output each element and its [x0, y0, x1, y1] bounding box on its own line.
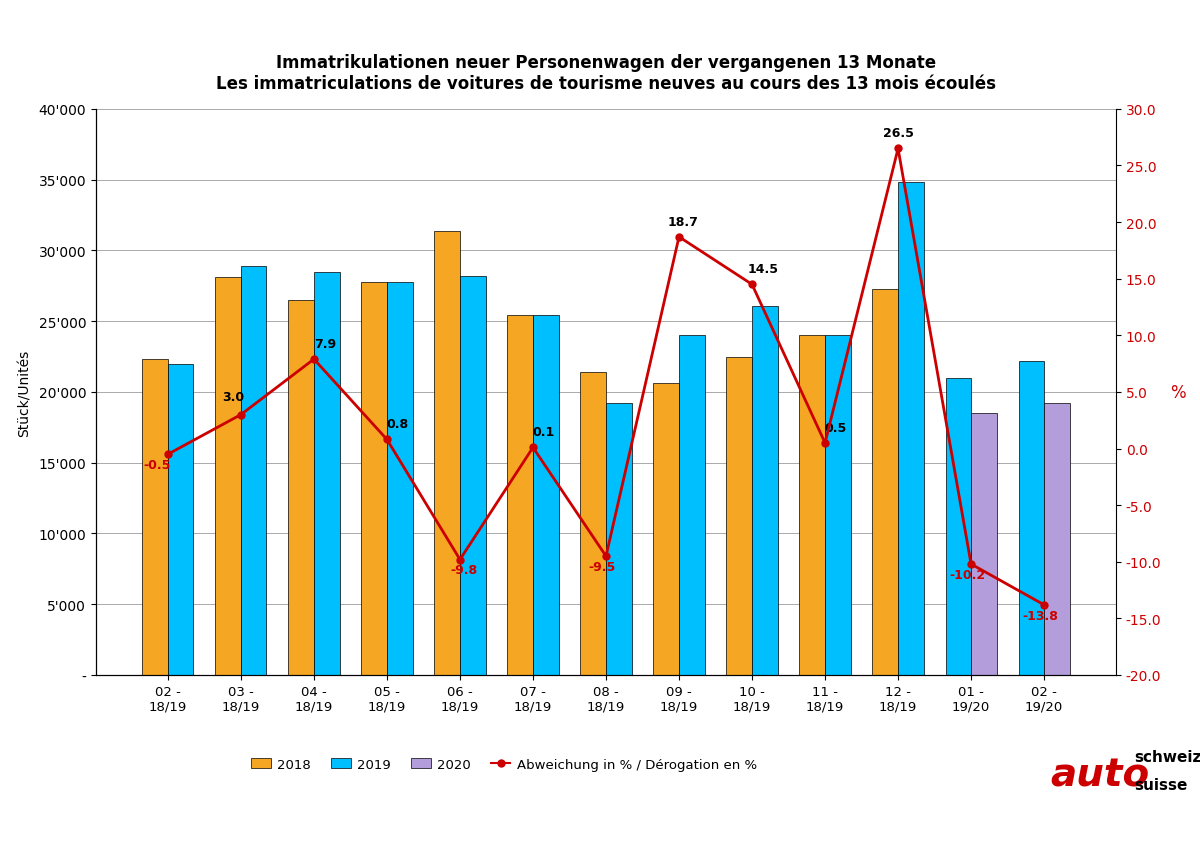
Bar	[314, 273, 340, 675]
Bar	[168, 365, 193, 675]
Legend: 2018, 2019, 2020, Abweichung in % / Dérogation en %: 2018, 2019, 2020, Abweichung in % / Déro…	[246, 753, 762, 776]
Bar	[215, 278, 241, 675]
Bar	[143, 360, 168, 675]
Bar	[872, 289, 898, 675]
Text: -9.5: -9.5	[589, 560, 616, 573]
Text: -9.8: -9.8	[450, 564, 478, 576]
Bar	[679, 336, 704, 675]
Text: 0.5: 0.5	[824, 421, 847, 435]
Bar	[606, 403, 631, 675]
Bar	[826, 336, 851, 675]
Bar	[241, 267, 266, 675]
Bar	[898, 183, 924, 675]
Text: 0.1: 0.1	[533, 426, 556, 439]
Text: 7.9: 7.9	[314, 338, 336, 350]
Bar	[971, 414, 997, 675]
Text: suisse: suisse	[1134, 776, 1187, 792]
Text: auto: auto	[1050, 755, 1150, 793]
Text: 3.0: 3.0	[222, 391, 245, 403]
Bar	[752, 306, 778, 675]
Bar	[361, 282, 386, 675]
Text: schweiz: schweiz	[1134, 749, 1200, 764]
Bar	[533, 316, 558, 675]
Text: -13.8: -13.8	[1022, 609, 1058, 622]
Bar	[654, 384, 679, 675]
Text: 26.5: 26.5	[883, 127, 913, 140]
Bar	[288, 300, 314, 675]
Title: Immatrikulationen neuer Personenwagen der vergangenen 13 Monate
Les immatriculat: Immatrikulationen neuer Personenwagen de…	[216, 54, 996, 93]
Y-axis label: %: %	[1170, 383, 1186, 402]
Text: 0.8: 0.8	[386, 418, 409, 431]
Y-axis label: Stück/Unités: Stück/Unités	[18, 349, 31, 436]
Bar	[460, 277, 486, 675]
Text: -10.2: -10.2	[949, 568, 985, 582]
Bar	[386, 282, 413, 675]
Text: 14.5: 14.5	[748, 263, 779, 276]
Bar	[799, 336, 826, 675]
Bar	[434, 231, 460, 675]
Bar	[726, 357, 752, 675]
Text: -0.5: -0.5	[143, 458, 170, 472]
Bar	[581, 373, 606, 675]
Bar	[1044, 403, 1069, 675]
Bar	[946, 378, 971, 675]
Bar	[508, 316, 533, 675]
Bar	[1019, 361, 1044, 675]
Text: 18.7: 18.7	[667, 215, 698, 229]
